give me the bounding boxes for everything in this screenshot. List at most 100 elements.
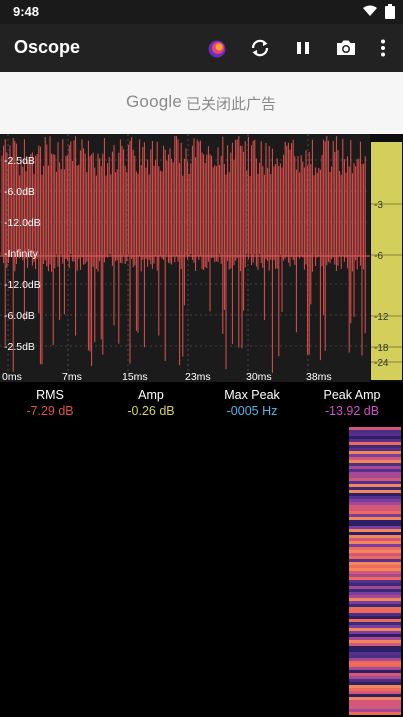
- spectrogram-row: [349, 427, 401, 430]
- spectrogram-row: [349, 469, 401, 472]
- pause-icon[interactable]: [290, 35, 316, 61]
- spectrogram-row: [349, 547, 401, 550]
- spectrogram-row: [349, 559, 401, 562]
- spectrogram-row: [349, 643, 401, 646]
- meter-label: -18: [374, 343, 389, 354]
- meter-label: -3: [374, 200, 383, 211]
- spectrogram-row: [349, 487, 401, 490]
- app-toolbar: Oscope: [0, 24, 403, 72]
- spectrogram-row: [349, 607, 401, 610]
- spectrogram-row: [349, 583, 401, 586]
- spectrogram-row: [349, 451, 401, 454]
- db-label: -12.0dB: [4, 279, 41, 291]
- spectrogram-row: [349, 700, 401, 703]
- spectrogram-row: [349, 670, 401, 673]
- spectrogram-row: [349, 433, 401, 436]
- spectrogram-row: [349, 595, 401, 598]
- spectrogram-row: [349, 646, 401, 649]
- spectrogram-row: [349, 697, 401, 700]
- meter-label: -12: [374, 312, 389, 323]
- spectrogram-row: [349, 679, 401, 682]
- spectrogram-row: [349, 538, 401, 541]
- time-label: 0ms: [2, 371, 22, 382]
- spectrogram-row: [349, 460, 401, 463]
- spectrogram-row: [349, 682, 401, 685]
- battery-icon: [385, 4, 395, 19]
- spectrogram-row: [349, 616, 401, 619]
- db-label: -2.5dB: [4, 341, 35, 353]
- spectrogram-row: [349, 565, 401, 568]
- spectrogram-row: [349, 622, 401, 625]
- spectrogram-row: [349, 703, 401, 706]
- google-logo: Google: [126, 92, 183, 111]
- camera-icon[interactable]: [333, 35, 359, 61]
- spectrogram-row: [349, 664, 401, 667]
- spectrogram-row: [349, 688, 401, 691]
- spectrogram-row: [349, 637, 401, 640]
- spectrogram-row: [349, 478, 401, 481]
- spectrogram-row: [349, 640, 401, 643]
- stat-label: Peak Amp: [323, 388, 381, 402]
- spectrogram-row: [349, 556, 401, 559]
- meter-label: -24: [374, 358, 389, 369]
- stat-max-peak: Max Peak -0005 Hz: [202, 388, 302, 418]
- spectrogram-row: [349, 454, 401, 457]
- stat-label: RMS: [36, 388, 64, 402]
- spectrogram-row: [349, 652, 401, 655]
- oscilloscope-display[interactable]: -3 -6 -12 -18 -24 -2.5dB -6.0dB -12.0dB -Infini…: [0, 134, 403, 382]
- spectrogram-row: [349, 667, 401, 670]
- spectrogram-row: [349, 493, 401, 496]
- spectrogram-row: [349, 649, 401, 652]
- time-label: 7ms: [62, 371, 82, 382]
- spectrogram-row: [349, 685, 401, 688]
- wifi-icon: [363, 5, 377, 16]
- spectrogram-row: [349, 712, 401, 715]
- spectrogram-row: [349, 511, 401, 514]
- spectrogram-row: [349, 673, 401, 676]
- spectrogram-row: [349, 661, 401, 664]
- spectrogram-row: [349, 598, 401, 601]
- spectrogram-row: [349, 436, 401, 439]
- stat-label: Max Peak: [224, 388, 280, 402]
- spectrogram-row: [349, 655, 401, 658]
- ad-closed-text: 已关闭此广告: [186, 96, 277, 113]
- meter-label: -6: [374, 251, 383, 262]
- spectrogram-row: [349, 580, 401, 583]
- stat-amp: Amp -0.26 dB: [101, 388, 201, 418]
- spectrogram-row: [349, 562, 401, 565]
- time-label: 23ms: [185, 371, 211, 382]
- spectrogram-row: [349, 541, 401, 544]
- level-meter-bar: [371, 142, 402, 380]
- spectrogram-row: [349, 442, 401, 445]
- spectrogram-row: [349, 544, 401, 547]
- status-bar: 9:48: [0, 0, 403, 24]
- status-time: 9:48: [13, 4, 40, 19]
- more-vert-icon[interactable]: [370, 35, 396, 61]
- spectrogram-row: [349, 577, 401, 580]
- spectrogram-row: [349, 619, 401, 622]
- spectrogram-row: [349, 691, 401, 694]
- spectrogram-row: [349, 484, 401, 487]
- spectrogram-row: [349, 481, 401, 484]
- spectrogram-row: [349, 517, 401, 520]
- spectrogram-row: [349, 430, 401, 433]
- stat-value: -0005 Hz: [226, 404, 278, 418]
- db-label: -6.0dB: [4, 310, 35, 322]
- spectrogram-row: [349, 472, 401, 475]
- stat-label: Amp: [138, 388, 164, 402]
- spectrogram-row: [349, 526, 401, 529]
- stat-peak-amp: Peak Amp -13.92 dB: [302, 388, 402, 418]
- db-label: -2.5dB: [4, 155, 35, 167]
- spectrogram-row: [349, 589, 401, 592]
- spectrogram-row: [349, 613, 401, 616]
- spectrogram-row: [349, 502, 401, 505]
- stat-value: -7.29 dB: [26, 404, 74, 418]
- spectrogram-row: [349, 631, 401, 634]
- sync-icon[interactable]: [247, 35, 273, 61]
- spectrogram-row: [349, 532, 401, 535]
- spectrogram-row: [349, 490, 401, 493]
- app-logo-icon[interactable]: [204, 35, 230, 61]
- spectrogram-row: [349, 445, 401, 448]
- spectrogram-row: [349, 634, 401, 637]
- spectrogram-row: [349, 601, 401, 604]
